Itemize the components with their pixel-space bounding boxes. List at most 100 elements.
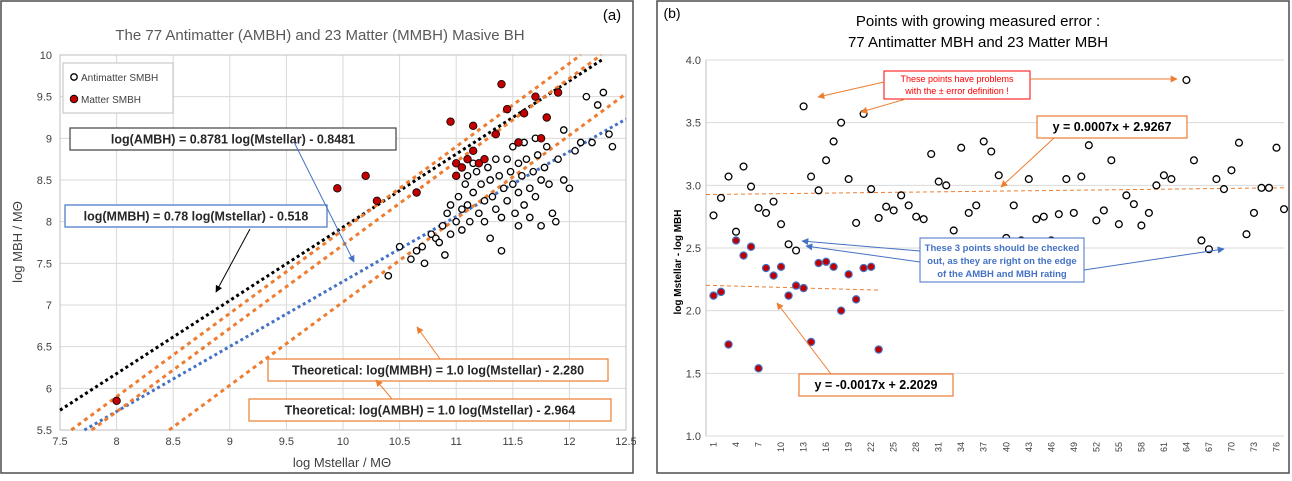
antimatter-point	[1242, 230, 1251, 239]
antimatter-point	[746, 182, 756, 191]
x-tick-label: 13	[799, 442, 809, 452]
antimatter-point	[1122, 191, 1131, 200]
antimatter-point	[777, 220, 786, 229]
legend-antimatter-label: Antimatter SMBH	[81, 73, 158, 84]
antimatter-point	[987, 147, 996, 156]
chart-a-panel-label: (a)	[603, 7, 621, 24]
trendline-eq-label: y = 0.0007x + 2.9267	[1053, 120, 1172, 134]
antimatter-point	[458, 226, 466, 234]
matter-point	[463, 154, 472, 164]
antimatter-point	[576, 138, 585, 147]
antimatter-point	[599, 88, 608, 97]
antimatter-point	[942, 181, 951, 190]
antimatter-point	[497, 246, 506, 255]
matter-point	[452, 159, 461, 168]
antimatter-point	[1024, 175, 1033, 184]
antimatter-point	[384, 271, 393, 280]
y-tick-label: 7.5	[37, 258, 52, 270]
check-note-line: out, as they are right on the edge	[927, 256, 1076, 267]
antimatter-point	[525, 184, 534, 193]
arrow-to-theoretical-mmbh	[416, 326, 441, 360]
x-tick-label: 8	[114, 436, 120, 448]
matter-point	[536, 134, 546, 143]
equation-label: log(AMBH) = 0.8781 log(Mstellar) - 0.848…	[111, 133, 355, 147]
antimatter-point	[919, 215, 928, 224]
chart-b-panel-label: (b)	[663, 5, 680, 21]
chart-a-xlabel: log Mstellar / MΘ	[293, 455, 391, 470]
error-note-line: with the ± error definition !	[904, 86, 1009, 96]
antimatter-point	[565, 184, 574, 193]
antimatter-point	[1279, 205, 1289, 214]
matter-point	[497, 79, 506, 89]
plot-area	[59, 54, 627, 431]
x-tick-label: 8.5	[166, 436, 181, 448]
equation-box	[248, 398, 612, 422]
antimatter-point	[522, 155, 531, 164]
antimatter-point	[1182, 76, 1191, 85]
x-tick-label: 10	[337, 436, 349, 448]
antimatter-point	[529, 167, 538, 176]
y-tick-label: 1.0	[686, 431, 701, 443]
antimatter-point	[874, 213, 883, 222]
y-tick-label: 8	[46, 217, 52, 229]
x-tick-label: 12	[563, 436, 575, 448]
antimatter-point	[724, 172, 733, 181]
antimatter-point	[446, 230, 455, 239]
antimatter-point	[852, 218, 861, 227]
y-tick-label: 1.5	[686, 368, 701, 380]
antimatter-point	[533, 151, 542, 159]
x-tick-label: 46	[1046, 442, 1056, 452]
antimatter-point	[964, 208, 973, 217]
antimatter-point	[949, 226, 958, 235]
antimatter-point	[814, 186, 823, 195]
antimatter-point	[465, 217, 474, 226]
antimatter-point	[889, 206, 898, 215]
x-tick-label: 1	[709, 442, 719, 447]
antimatter-point	[435, 238, 444, 247]
error-note-line: These points have problems	[900, 74, 1014, 84]
matter-point	[724, 340, 733, 349]
matter-point	[716, 287, 726, 297]
arrow-to-trendline	[1000, 137, 1055, 188]
matter-point	[452, 171, 461, 181]
x-tick-label: 7	[754, 442, 764, 447]
matter-point	[112, 396, 121, 406]
y-tick-label: 6.5	[37, 342, 52, 354]
antimatter-point	[844, 175, 853, 184]
antimatter-point	[545, 180, 553, 189]
matter-point	[491, 129, 501, 139]
antimatter-point	[1114, 220, 1123, 229]
antimatter-point	[514, 159, 523, 168]
x-tick-label: 12.5	[615, 436, 636, 448]
x-tick-label: 73	[1249, 442, 1259, 452]
antimatter-point	[957, 143, 966, 152]
matter-point	[799, 283, 808, 293]
antimatter-point	[477, 180, 485, 189]
matter-point	[731, 236, 741, 245]
antimatter-point	[491, 155, 500, 164]
antimatter-point	[1249, 208, 1259, 217]
antimatter-point	[593, 101, 602, 109]
antimatter-point	[582, 92, 591, 101]
legend-matter-marker	[69, 94, 79, 104]
matter-point	[553, 88, 563, 97]
x-tick-label: 7.5	[52, 436, 67, 448]
equation-label: Theoretical: log(AMBH) = 1.0 log(Mstella…	[285, 404, 576, 418]
antimatter-point	[495, 171, 504, 180]
equation-box	[64, 204, 328, 228]
matter-point	[457, 163, 467, 172]
antimatter-point	[537, 176, 545, 184]
antimatter-point	[1107, 156, 1116, 165]
arrow-to-error-point	[817, 81, 885, 100]
antimatter-point	[480, 196, 489, 205]
antimatter-point	[520, 201, 528, 209]
antimatter-point	[418, 242, 427, 251]
y-tick-label: 2.0	[686, 306, 701, 318]
antimatter-point	[1084, 141, 1093, 150]
antimatter-point	[514, 221, 523, 230]
antimatter-point	[571, 146, 579, 155]
x-tick-label: 76	[1271, 442, 1281, 452]
antimatter-point	[994, 171, 1003, 180]
antimatter-point	[1009, 201, 1018, 210]
equation-box	[267, 358, 609, 382]
